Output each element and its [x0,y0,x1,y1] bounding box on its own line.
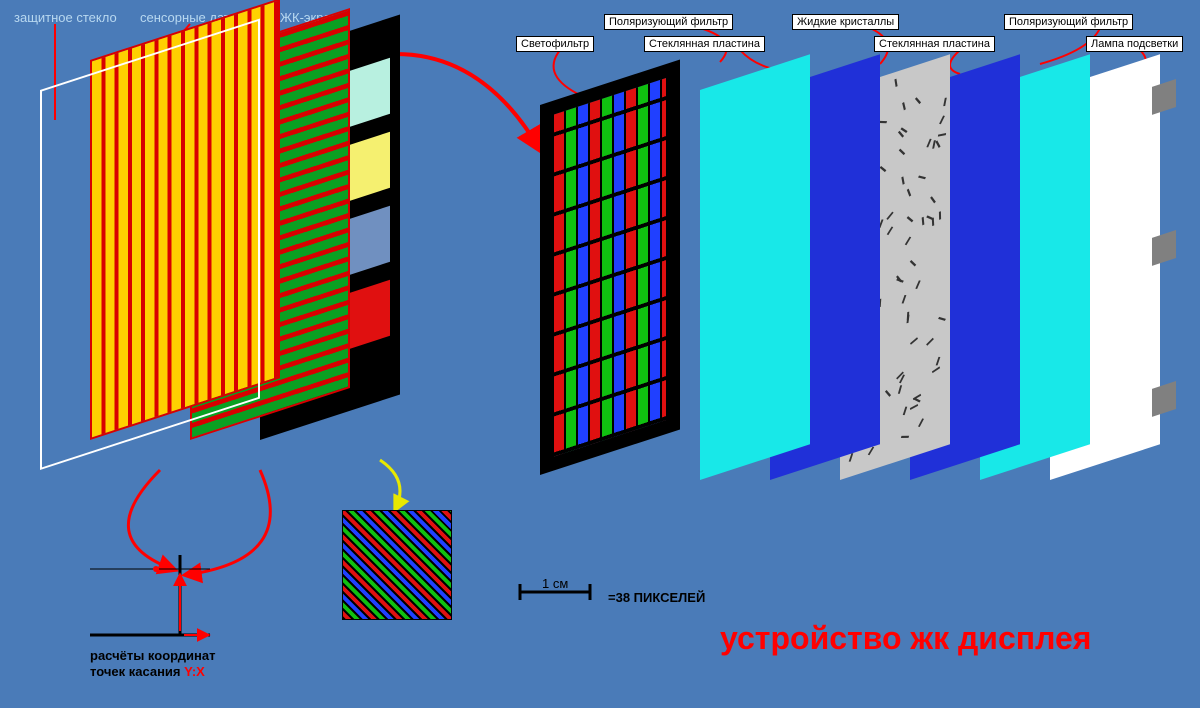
crystal-speck [902,102,906,110]
crystal-speck [915,280,920,289]
crystal-speck [903,406,908,414]
crystal-speck [915,97,921,104]
crystal-speck [868,447,874,456]
crystal-speck [901,435,909,437]
crystal-speck [909,404,917,410]
crystal-speck [944,97,948,106]
crystal-speck [885,390,891,397]
crystal-speck [918,418,924,427]
label-glass1: Стеклянная пластина [644,36,765,52]
label-polarizer1: Поляризующий фильтр [604,14,733,30]
scale-cm-label: 1 см [542,576,568,591]
crystal-speck [898,385,902,393]
label-color-filter: Светофильтр [516,36,594,52]
crystal-speck [906,188,910,196]
crystal-speck [932,367,940,374]
crystal-speck [909,260,915,266]
label-liquid-crystal: Жидкие кристаллы [792,14,899,30]
crystal-speck [887,226,893,235]
diagram-title: устройство жк дисплея [720,620,1091,657]
crystal-speck [938,133,946,137]
coord-yx: Y:X [184,664,205,679]
label-polarizer2: Поляризующий фильтр [1004,14,1133,30]
layer-polarizer1 [700,54,810,480]
crystal-speck [926,338,934,346]
crystal-speck [922,217,925,226]
label-glass2: Стеклянная пластина [874,36,995,52]
crystal-speck [939,116,945,125]
crystal-speck [887,212,894,220]
pixel-zoom-patch [342,510,452,620]
label-backlight: Лампа подсветки [1086,36,1183,52]
coord-caption: расчёты координат точек касания Y:X [90,648,215,679]
crystal-speck [905,237,911,246]
label-protective-glass: защитное стекло [14,10,117,25]
crystal-speck [910,337,918,344]
scale-px-label: =38 ПИКСЕЛЕЙ [608,590,705,605]
layer-color-filter [540,60,680,475]
crystal-speck [901,296,906,305]
crystal-speck [926,216,934,221]
crystal-speck [879,121,887,123]
coord-line1: расчёты координат [90,648,215,663]
coord-line2: точек касания [90,664,181,679]
crystal-speck [936,140,941,148]
crystal-speck [918,175,926,179]
crystal-speck [935,357,940,365]
crystal-speck [926,138,931,147]
panel-protective-glass [40,19,260,470]
crystal-speck [899,149,906,155]
crystal-speck [895,78,898,86]
crystal-speck [907,216,914,222]
crystal-speck [901,177,904,185]
crystal-speck [938,211,940,220]
crystal-speck [938,317,946,321]
crystal-speck [930,196,936,203]
crystal-speck [879,166,886,172]
